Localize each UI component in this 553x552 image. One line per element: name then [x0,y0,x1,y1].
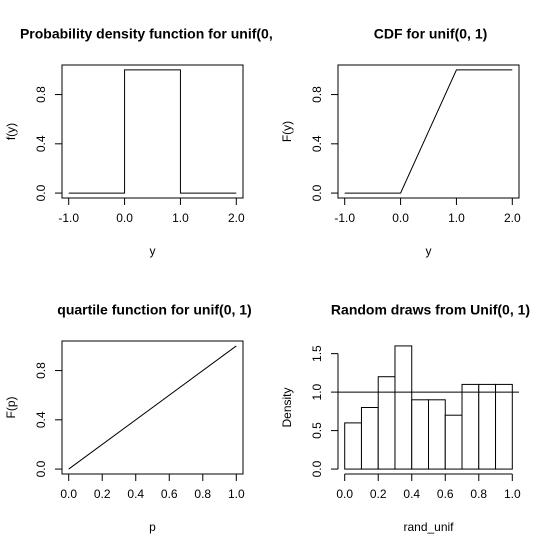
histogram-bar [377,376,396,470]
chart-title: Probability density function for unif(0,… [20,26,289,42]
histogram-bar [360,407,379,470]
y-tick-label: 0.8 [34,86,48,103]
x-tick-label: 0.8 [194,487,211,501]
y-tick-label: 0.0 [310,460,324,477]
x-tick-label: -1.0 [334,211,355,225]
x-tick-label: 1.0 [504,487,521,501]
panel: Random draws from Unif(0, 1) rand_unif Den… [280,302,530,534]
x-tick-label: 2.0 [228,211,245,225]
x-tick-label: 0.2 [94,487,111,501]
histogram-bar [444,414,463,470]
x-tick-label: 0.4 [403,487,420,501]
x-tick-label: 0.0 [336,487,353,501]
x-tick-label: 0.8 [470,487,487,501]
histogram-bar [461,383,480,470]
panel: CDF for unif(0, 1) y F(y) -1.0 0.0 1.0 2.0 0.0 0… [280,26,521,258]
panel: quartile function for unif(0, 1) p F(p) 0.0… [4,302,252,534]
y-axis-label: F(p) [4,397,18,419]
chart-title: CDF for unif(0, 1) [374,26,488,42]
histogram-bar [394,345,413,470]
chart-title: Random draws from Unif(0, 1) [331,302,530,318]
y-tick-label: 1.5 [310,345,324,362]
y-tick-label: 0.0 [310,184,324,201]
x-tick-label: -1.0 [58,211,79,225]
histogram-bar [478,383,497,470]
data-line [68,345,237,470]
y-tick-label: 0.8 [34,362,48,379]
y-tick-label: 0.4 [34,411,48,428]
x-tick-label: 0.0 [116,211,133,225]
x-tick-label: 0.0 [60,487,77,501]
histogram-bar [344,422,362,470]
y-tick-label: 0.5 [310,422,324,439]
x-tick-label: 0.6 [437,487,454,501]
panel: Probability density function for unif(0,… [4,26,289,258]
x-axis-label: y [426,244,432,258]
y-tick-label: 0.4 [34,135,48,152]
data-line [68,69,237,194]
x-axis-label: rand_unif [403,520,454,534]
y-tick-label: 1.0 [310,383,324,400]
y-tick-label: 0.0 [34,184,48,201]
histogram-bar [411,399,429,470]
y-axis-label: f(y) [4,123,18,140]
histogram-bar [428,399,446,470]
chart-title: quartile function for unif(0, 1) [57,302,251,318]
y-axis-label: F(y) [280,121,294,142]
x-tick-label: 0.6 [161,487,178,501]
y-axis-label: Density [280,387,294,427]
x-axis-label: p [149,520,156,534]
y-tick-label: 0.0 [34,460,48,477]
x-tick-label: 0.0 [392,211,409,225]
x-tick-label: 0.2 [370,487,387,501]
histogram-bar [495,383,513,470]
y-tick-label: 0.8 [310,86,324,103]
x-tick-label: 1.0 [228,487,245,501]
data-line [344,69,513,194]
x-tick-label: 2.0 [504,211,521,225]
x-axis-label: y [150,244,156,258]
y-tick-label: 0.4 [310,135,324,152]
x-tick-label: 1.0 [448,211,465,225]
x-tick-label: 0.4 [127,487,144,501]
x-tick-label: 1.0 [172,211,189,225]
